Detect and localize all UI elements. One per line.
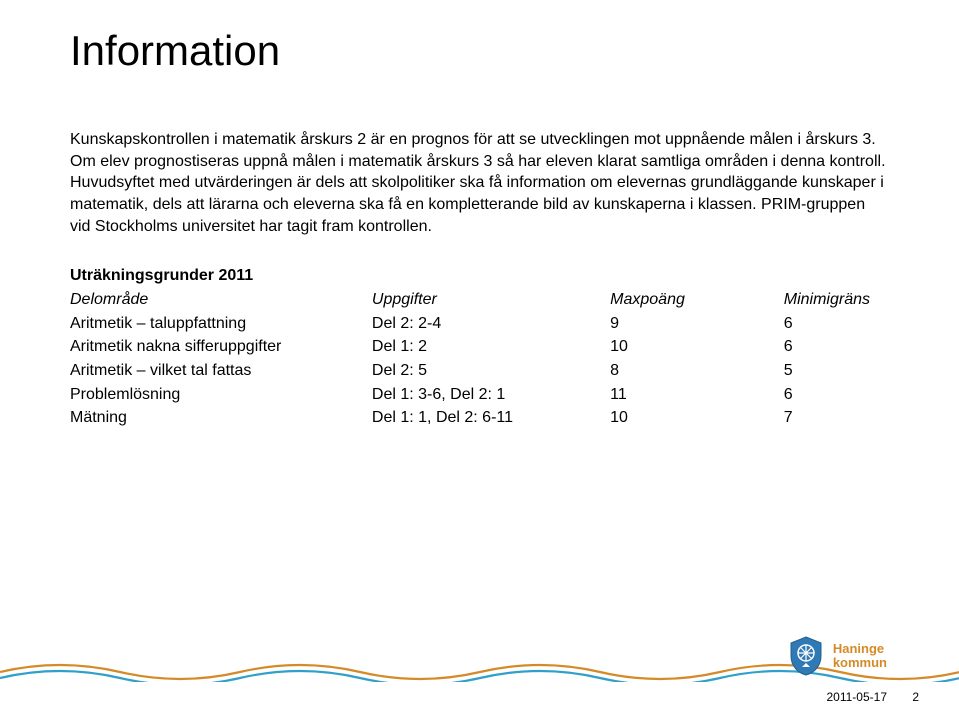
cell: 6 — [784, 384, 880, 408]
logo-line: Haninge — [833, 642, 887, 656]
intro-paragraph: Kunskapskontrollen i matematik årskurs 2… — [70, 129, 889, 237]
table-heading: Uträkningsgrunder 2011 — [70, 267, 889, 285]
cell: 9 — [610, 313, 784, 337]
cell: Del 1: 1, Del 2: 6-11 — [372, 407, 610, 431]
cell: 6 — [784, 313, 880, 337]
col-header: Maxpoäng — [610, 289, 784, 313]
cell: Del 1: 2 — [372, 336, 610, 360]
table-row: Aritmetik nakna sifferuppgifter Del 1: 2… — [70, 336, 880, 360]
cell: Aritmetik – taluppfattning — [70, 313, 372, 337]
logo-line: kommun — [833, 656, 887, 670]
cell: 5 — [784, 360, 880, 384]
municipality-logo: Haninge kommun — [789, 636, 887, 676]
shield-icon — [789, 636, 823, 676]
footer-date: 2011-05-17 — [827, 690, 888, 704]
cell: Aritmetik nakna sifferuppgifter — [70, 336, 372, 360]
table-row: Mätning Del 1: 1, Del 2: 6-11 10 7 — [70, 407, 880, 431]
slide-page: Information Kunskapskontrollen i matemat… — [0, 0, 959, 718]
cell: 10 — [610, 407, 784, 431]
cell: Mätning — [70, 407, 372, 431]
table-header-row: Delområde Uppgifter Maxpoäng Minimigräns — [70, 289, 880, 313]
cell: 11 — [610, 384, 784, 408]
cell: Aritmetik – vilket tal fattas — [70, 360, 372, 384]
cell: 7 — [784, 407, 880, 431]
table-row: Problemlösning Del 1: 3-6, Del 2: 1 11 6 — [70, 384, 880, 408]
page-title: Information — [70, 28, 889, 74]
cell: Del 2: 2-4 — [372, 313, 610, 337]
footer-page-number: 2 — [912, 690, 919, 704]
col-header: Uppgifter — [372, 289, 610, 313]
logo-text: Haninge kommun — [833, 642, 887, 669]
table-body: Aritmetik – taluppfattning Del 2: 2-4 9 … — [70, 313, 880, 431]
cell: 10 — [610, 336, 784, 360]
cell: 8 — [610, 360, 784, 384]
cell: Del 2: 5 — [372, 360, 610, 384]
col-header: Minimigräns — [784, 289, 880, 313]
table-row: Aritmetik – vilket tal fattas Del 2: 5 8… — [70, 360, 880, 384]
cell: Problemlösning — [70, 384, 372, 408]
col-header: Delområde — [70, 289, 372, 313]
criteria-table: Delområde Uppgifter Maxpoäng Minimigräns… — [70, 289, 880, 431]
table-row: Aritmetik – taluppfattning Del 2: 2-4 9 … — [70, 313, 880, 337]
cell: 6 — [784, 336, 880, 360]
cell: Del 1: 3-6, Del 2: 1 — [372, 384, 610, 408]
